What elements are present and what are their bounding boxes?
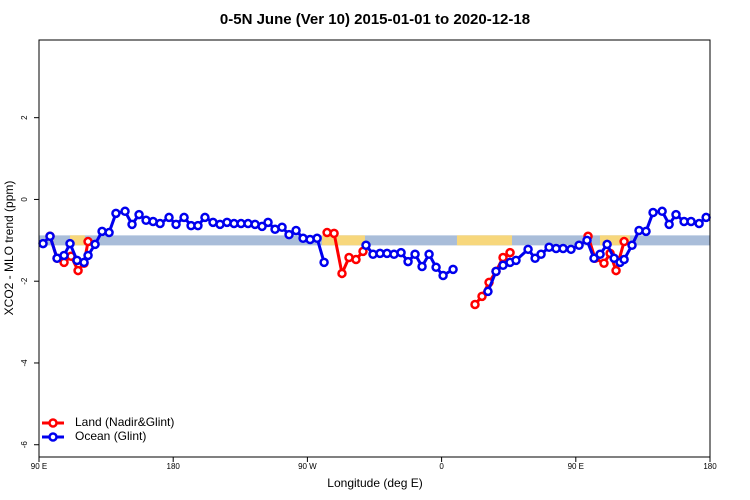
data-point <box>431 262 441 273</box>
data-point <box>164 212 174 223</box>
data-point <box>627 240 637 250</box>
y-tick-label: 0 <box>20 197 29 202</box>
data-point <box>257 221 267 232</box>
data-point <box>263 217 273 228</box>
data-point <box>277 222 287 232</box>
data-point <box>111 208 121 219</box>
data-point <box>648 207 658 218</box>
y-tick-label: -2 <box>20 277 29 285</box>
data-point <box>470 299 480 310</box>
data-point <box>599 258 609 268</box>
data-point <box>611 265 621 276</box>
data-point <box>104 227 114 238</box>
data-point <box>701 212 711 223</box>
legend-label: Ocean (Glint) <box>75 429 146 443</box>
data-point <box>90 239 100 250</box>
data-point <box>417 261 427 272</box>
y-tick-label: 2 <box>20 115 29 120</box>
legend-marker <box>48 418 58 428</box>
data-point <box>483 286 493 297</box>
x-tick-label: 90 E <box>568 462 584 471</box>
data-point <box>351 254 361 265</box>
data-point <box>619 236 629 247</box>
data-point <box>558 243 568 254</box>
y-tick-label: -4 <box>20 359 29 367</box>
data-point <box>193 220 203 231</box>
data-point <box>319 257 329 268</box>
data-point <box>284 229 294 240</box>
x-tick-label: 180 <box>703 462 717 471</box>
data-point <box>566 244 576 255</box>
chart-title: 0-5N June (Ver 10) 2015-01-01 to 2020-12… <box>220 11 530 28</box>
data-point <box>686 216 696 227</box>
data-point <box>582 235 592 246</box>
data-point <box>410 249 420 259</box>
land-band <box>322 235 365 246</box>
data-point <box>65 238 75 249</box>
y-tick-label: -6 <box>20 441 29 449</box>
data-point <box>477 291 487 302</box>
data-point <box>79 257 89 268</box>
data-point <box>403 256 413 267</box>
data-point <box>200 212 210 223</box>
data-point <box>120 206 130 217</box>
data-point <box>523 244 533 255</box>
data-point <box>574 240 584 250</box>
data-point <box>73 265 83 276</box>
data-point <box>329 228 339 239</box>
data-point <box>498 252 508 263</box>
data-point <box>530 253 540 264</box>
data-point <box>602 239 612 250</box>
plot-frame <box>38 39 711 458</box>
x-tick-label: 0 <box>439 462 444 471</box>
data-point <box>511 255 521 266</box>
data-point <box>134 209 144 220</box>
data-point <box>155 218 165 229</box>
data-point <box>59 250 69 261</box>
land-band <box>456 235 512 246</box>
legend-marker <box>48 432 58 442</box>
land-band <box>599 235 630 246</box>
data-point <box>361 240 371 250</box>
data-point <box>505 247 515 258</box>
data-point <box>45 231 55 241</box>
data-point <box>424 249 434 259</box>
data-point <box>641 226 651 237</box>
y-axis-label: XCO2 - MLO trend (ppm) <box>2 181 16 316</box>
data-point <box>619 254 629 265</box>
data-point <box>291 225 301 236</box>
data-point <box>664 219 674 230</box>
data-point <box>694 218 704 229</box>
data-point <box>179 212 189 223</box>
data-point <box>312 233 322 244</box>
x-tick-label: 90 E <box>31 462 47 471</box>
data-point <box>438 270 448 281</box>
data-point <box>171 219 181 230</box>
data-point <box>127 219 137 230</box>
x-axis-label: Longitude (deg E) <box>327 476 422 490</box>
data-point <box>337 268 347 279</box>
data-point <box>448 264 458 275</box>
legend-label: Land (Nadir&Glint) <box>75 415 174 429</box>
x-tick-label: 180 <box>167 462 181 471</box>
land-band <box>70 235 85 246</box>
data-point <box>657 206 667 217</box>
data-point <box>609 253 619 264</box>
data-point <box>491 266 501 277</box>
data-point <box>671 209 681 220</box>
data-point <box>83 250 93 261</box>
x-tick-label: 90 W <box>298 462 317 471</box>
data-point <box>396 247 406 258</box>
data-point <box>589 253 599 264</box>
data-point <box>38 238 48 249</box>
data-point <box>595 249 605 259</box>
data-point <box>536 249 546 259</box>
